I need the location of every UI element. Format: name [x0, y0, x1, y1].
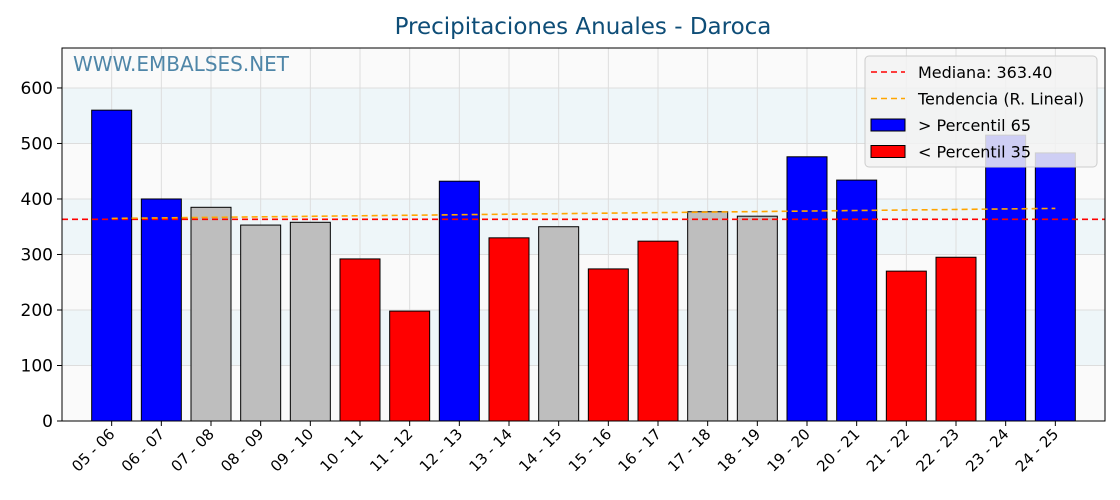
bar-23-24	[985, 134, 1027, 422]
y-tick-label: 300	[21, 245, 53, 265]
bar-18-19	[736, 215, 778, 422]
x-tick-label: 10 - 11	[317, 425, 367, 475]
trend-line	[111, 207, 1056, 220]
x-tick-label: 15 - 16	[565, 425, 615, 475]
bar-07-08	[190, 206, 232, 422]
y-tick-label: 600	[21, 79, 53, 99]
bar-20-21	[836, 179, 878, 422]
x-tick-label: 09 - 10	[267, 425, 317, 475]
bar-16-17	[637, 240, 679, 422]
y-tick-label: 200	[21, 301, 53, 321]
bar-05-06	[91, 109, 133, 422]
legend-low-swatch	[870, 145, 906, 158]
y-tick-label: 400	[21, 190, 53, 210]
bar-24-25	[1034, 152, 1076, 422]
x-tick-label: 24 - 25	[1012, 425, 1062, 475]
x-tick-label: 12 - 13	[416, 425, 466, 475]
bar-21-22	[885, 270, 927, 422]
x-tick-label: 21 - 22	[863, 425, 913, 475]
legend-label: > Percentil 65	[918, 116, 1031, 135]
bar-08-09	[240, 224, 282, 422]
x-tick-label: 08 - 09	[217, 425, 267, 475]
x-tick-label: 17 - 18	[664, 425, 714, 475]
x-tick-label: 14 - 15	[515, 425, 565, 475]
bar-10-11	[339, 258, 381, 422]
y-tick-label: 500	[21, 134, 53, 154]
bar-12-13	[438, 180, 480, 422]
watermark: WWW.EMBALSES.NET	[73, 52, 290, 76]
y-tick-label: 0	[42, 412, 53, 432]
legend-label: Mediana: 363.40	[918, 63, 1052, 82]
legend-label: < Percentil 35	[918, 143, 1031, 162]
plot-frame	[61, 47, 1106, 422]
bar-14-15	[538, 226, 580, 422]
x-tick-label: 13 - 14	[466, 425, 516, 475]
x-tick-label: 22 - 23	[913, 425, 963, 475]
bar-22-23	[935, 256, 977, 422]
chart-title: Precipitaciones Anuales - Daroca	[395, 14, 772, 40]
x-tick-label: 19 - 20	[764, 425, 814, 475]
x-tick-label: 18 - 19	[714, 425, 764, 475]
x-tick-label: 05 - 06	[68, 425, 118, 475]
x-tick-label: 11 - 12	[366, 425, 416, 475]
x-tick-label: 06 - 07	[118, 425, 168, 475]
bar-06-07	[140, 198, 182, 422]
x-tick-label: 20 - 21	[813, 425, 863, 475]
x-tick-label: 16 - 17	[615, 425, 665, 475]
y-tick-label: 100	[21, 356, 53, 376]
legend: Mediana: 363.40 Tendencia (R. Lineal) > P…	[864, 55, 1098, 168]
bar-15-16	[587, 268, 629, 422]
x-tick-label: 07 - 08	[168, 425, 218, 475]
x-tick-label: 23 - 24	[962, 425, 1012, 475]
background-band	[62, 198, 1105, 255]
bar-09-10	[289, 221, 331, 422]
bar-17-18	[687, 211, 729, 422]
legend-box	[864, 55, 1098, 168]
legend-high-swatch	[870, 118, 906, 132]
legend-label: Tendencia (R. Lineal)	[917, 90, 1084, 109]
bar-19-20	[786, 156, 828, 422]
bar-11-12	[389, 310, 431, 422]
background-band	[62, 309, 1105, 366]
bar-13-14	[488, 237, 530, 422]
